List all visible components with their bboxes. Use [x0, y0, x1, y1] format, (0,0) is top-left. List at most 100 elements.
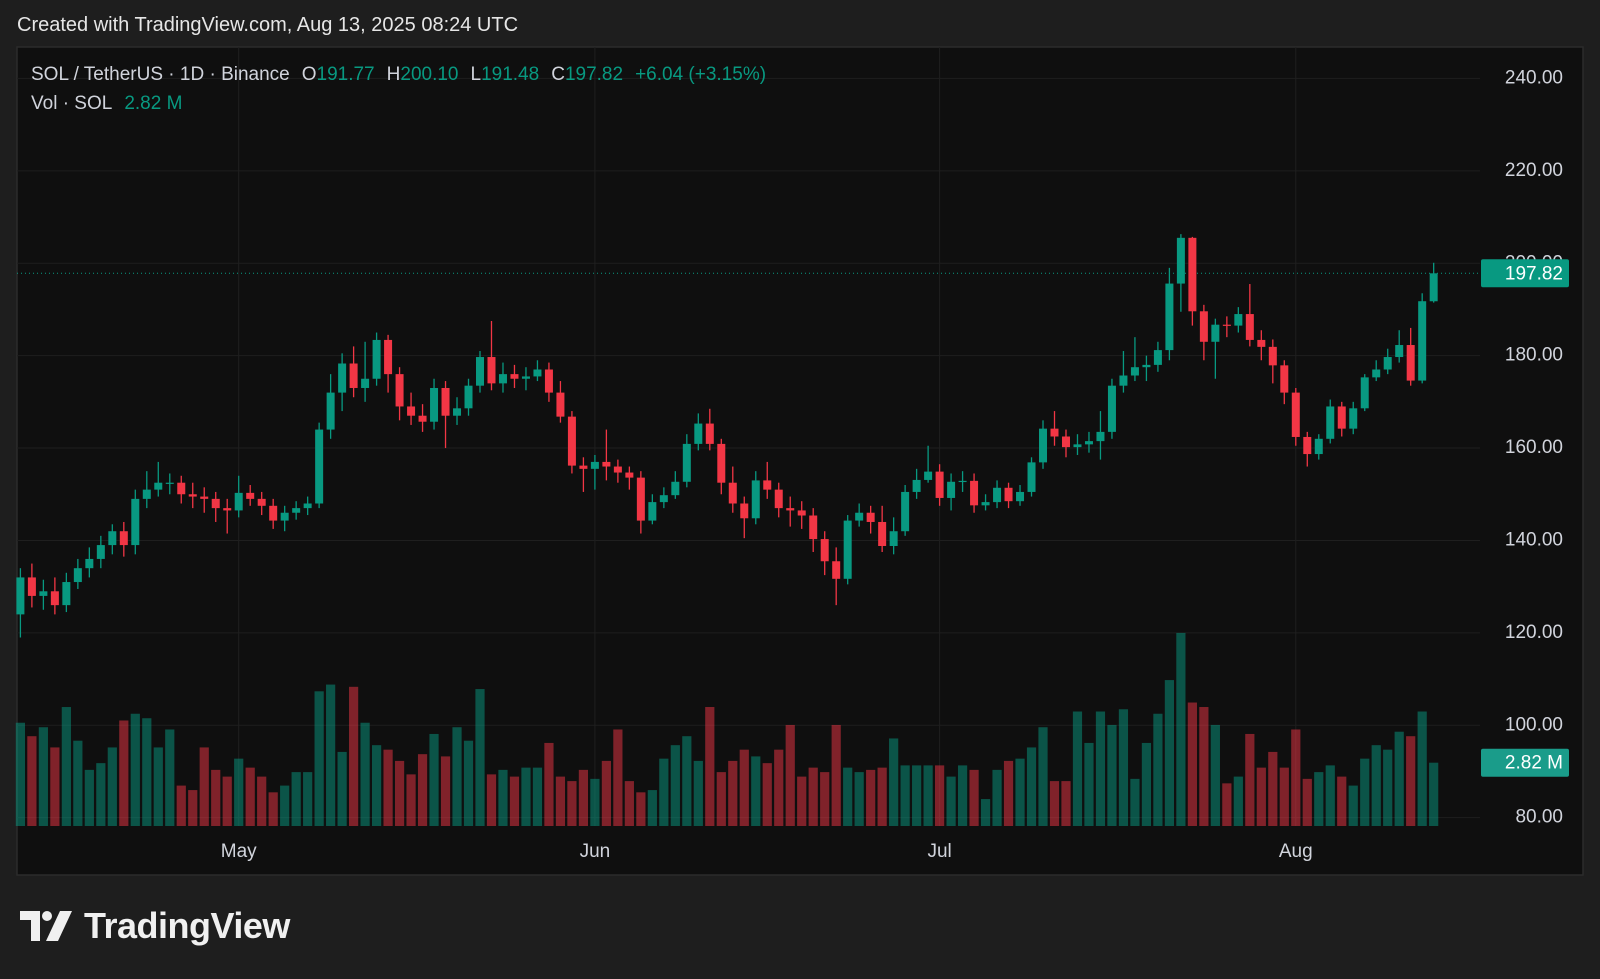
- candle-body: [625, 472, 634, 478]
- candle-body: [303, 503, 312, 509]
- candle-body: [533, 369, 542, 377]
- volume-bar: [27, 736, 37, 826]
- volume-bar: [946, 776, 956, 826]
- volume-bar: [1360, 758, 1370, 826]
- volume-bar: [762, 763, 772, 826]
- volume-bar: [555, 776, 566, 826]
- candle-body: [430, 387, 439, 422]
- candle-body: [1360, 377, 1369, 409]
- candle-body: [108, 531, 117, 546]
- candle-body: [1061, 436, 1070, 448]
- volume-bar: [1406, 736, 1416, 826]
- volume-bar: [1348, 785, 1358, 826]
- candle-body: [866, 512, 875, 522]
- candle-body: [1039, 428, 1048, 463]
- legend-value: 191.77: [316, 64, 375, 85]
- x-tick-label: Jun: [580, 841, 611, 862]
- candle-body: [590, 461, 599, 469]
- volume-bar: [1245, 733, 1255, 826]
- price-tag-label: 197.82: [1505, 263, 1563, 284]
- volume-bar: [1164, 680, 1174, 826]
- candle-body: [498, 374, 507, 384]
- volume-bar: [1199, 707, 1209, 826]
- volume-bar: [96, 763, 106, 826]
- volume-bar: [567, 781, 577, 826]
- volume-bar: [1325, 765, 1335, 826]
- candle-body: [878, 521, 887, 547]
- candle-body: [1130, 367, 1139, 376]
- candle-body: [970, 480, 979, 506]
- volume-bar: [1026, 747, 1037, 826]
- volume-bar: [751, 756, 761, 826]
- candle-body: [740, 503, 749, 519]
- candle-body: [567, 416, 576, 466]
- candle-body: [165, 482, 174, 484]
- candle-body: [717, 443, 726, 483]
- volume-bar: [211, 769, 221, 826]
- volume-bar: [463, 740, 474, 826]
- candle-body: [1303, 436, 1312, 455]
- y-tick-label: 140.00: [1505, 529, 1563, 550]
- candle-body: [1406, 345, 1415, 381]
- volume-bar: [624, 781, 634, 826]
- volume-legend: Vol · SOL 2.82 M: [31, 89, 766, 118]
- candle-body: [1096, 431, 1105, 442]
- candle-body: [1418, 301, 1427, 381]
- candle-body: [96, 545, 105, 559]
- volume-bar: [705, 707, 715, 826]
- y-tick-label: 120.00: [1505, 622, 1563, 643]
- candle-body: [1349, 408, 1358, 429]
- candle-body: [1084, 441, 1093, 445]
- candle-body: [1050, 428, 1059, 437]
- y-tick-label: 80.00: [1515, 807, 1563, 828]
- volume-bar: [590, 778, 600, 826]
- volume-bar: [280, 785, 290, 826]
- candle-body: [418, 415, 427, 422]
- volume-bar: [1256, 767, 1266, 826]
- volume-bar: [866, 769, 876, 826]
- volume-bar: [440, 756, 451, 826]
- candle-body: [292, 508, 301, 513]
- candle-body: [855, 512, 864, 521]
- candle-body: [16, 577, 25, 615]
- volume-bar: [222, 776, 232, 826]
- volume-bar: [119, 720, 129, 826]
- volume-bar: [326, 684, 336, 826]
- volume-bar: [992, 769, 1002, 826]
- candle-body: [326, 392, 335, 430]
- legend-value: 191.48: [481, 64, 540, 85]
- candle-body: [200, 496, 209, 499]
- volume-bar: [1210, 724, 1220, 826]
- legend-key: O: [301, 64, 317, 85]
- candle-body: [441, 387, 450, 416]
- volume-bar: [165, 729, 175, 826]
- candle-body: [1245, 314, 1254, 340]
- candle-body: [774, 489, 783, 509]
- candle-body: [1119, 375, 1128, 386]
- candle-body: [453, 408, 462, 416]
- volume-bar: [199, 747, 209, 826]
- volume-bar: [1095, 711, 1106, 826]
- volume-bar: [1187, 702, 1197, 826]
- volume-bar: [475, 689, 485, 826]
- candle-body: [188, 494, 197, 497]
- legend-change: +6.04 (+3.15%): [635, 64, 767, 85]
- candle-body: [39, 591, 48, 596]
- candle-body: [142, 489, 151, 499]
- volume-bar: [15, 722, 25, 826]
- volume-bar: [1302, 778, 1312, 826]
- footer: TradingView: [20, 905, 290, 947]
- candle-body: [1280, 365, 1289, 393]
- volume-bar: [142, 718, 152, 826]
- candle-body: [1073, 444, 1082, 448]
- candle-body: [912, 479, 921, 492]
- volume-bar: [544, 742, 554, 826]
- candle-body: [372, 339, 381, 379]
- volume-bar: [1141, 742, 1152, 826]
- volume-bar: [50, 747, 60, 826]
- candle-body: [1383, 357, 1392, 370]
- y-tick-label: 100.00: [1505, 714, 1563, 735]
- volume-bar: [854, 772, 864, 826]
- candle-body: [786, 508, 795, 511]
